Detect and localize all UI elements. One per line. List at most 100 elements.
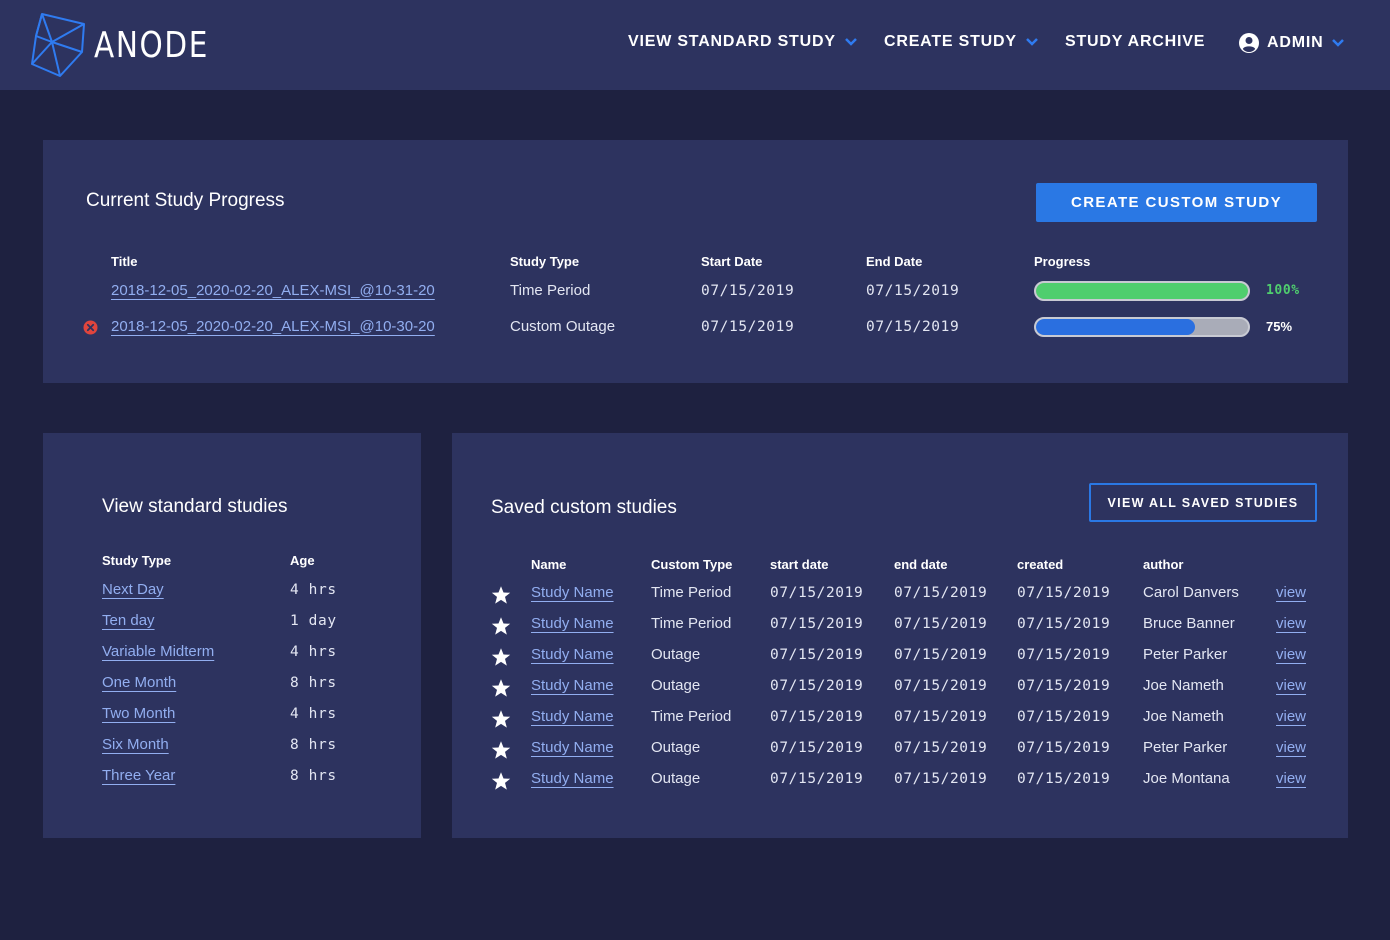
nav-view-standard-study-label: VIEW STANDARD STUDY <box>628 33 836 50</box>
standard-study-age: 4 hrs <box>290 706 337 722</box>
col-header-end-date: End Date <box>866 254 923 269</box>
col-header-created: created <box>1017 557 1064 572</box>
standard-study-link[interactable]: Two Month <box>102 705 176 722</box>
start-date: 07/15/2019 <box>701 319 795 335</box>
study-title-link[interactable]: 2018-12-05_2020-02-20_ALEX-MSI_@10-30-20 <box>111 318 435 335</box>
saved-study-custom-type: Outage <box>651 739 701 756</box>
saved-study-created: 07/15/2019 <box>1017 709 1111 725</box>
nav-create-study-label: CREATE STUDY <box>884 33 1017 50</box>
saved-study-name-link[interactable]: Study Name <box>531 708 614 725</box>
top-header: ANODE VIEW STANDARD STUDY CREATE STUDY S… <box>0 0 1390 90</box>
view-link[interactable]: view <box>1276 646 1307 663</box>
create-custom-study-button[interactable]: CREATE CUSTOM STUDY <box>1036 183 1317 222</box>
chevron-down-icon <box>1025 38 1038 46</box>
saved-study-created: 07/15/2019 <box>1017 616 1111 632</box>
nav-admin-label: ADMIN <box>1267 34 1324 51</box>
saved-study-author: Carol Danvers <box>1143 584 1239 601</box>
star-icon[interactable] <box>491 647 511 667</box>
main-nav: VIEW STANDARD STUDY CREATE STUDY STUDY A… <box>0 33 1390 57</box>
standard-study-age: 4 hrs <box>290 644 337 660</box>
saved-study-end-date: 07/15/2019 <box>894 585 988 601</box>
col-header-age: Age <box>290 553 315 568</box>
logo-text: ANODE <box>94 24 210 66</box>
view-link[interactable]: view <box>1276 584 1307 601</box>
view-all-saved-studies-button[interactable]: VIEW ALL SAVED STUDIES <box>1089 483 1317 522</box>
view-link[interactable]: view <box>1276 708 1307 725</box>
saved-study-created: 07/15/2019 <box>1017 771 1111 787</box>
nav-view-standard-study[interactable]: VIEW STANDARD STUDY <box>628 33 858 51</box>
start-date: 07/15/2019 <box>701 283 795 299</box>
col-header-custom-type: Custom Type <box>651 557 733 572</box>
saved-study-author: Joe Montana <box>1143 770 1230 787</box>
saved-study-start-date: 07/15/2019 <box>770 709 864 725</box>
saved-study-created: 07/15/2019 <box>1017 740 1111 756</box>
saved-study-end-date: 07/15/2019 <box>894 740 988 756</box>
end-date: 07/15/2019 <box>866 319 960 335</box>
saved-study-name-link[interactable]: Study Name <box>531 770 614 787</box>
star-icon[interactable] <box>491 585 511 605</box>
logo[interactable]: ANODE <box>30 12 234 78</box>
saved-study-author: Joe Nameth <box>1143 677 1224 694</box>
view-link[interactable]: view <box>1276 739 1307 756</box>
progress-bar-fill <box>1036 319 1195 335</box>
col-header-progress: Progress <box>1034 254 1091 269</box>
saved-study-start-date: 07/15/2019 <box>770 771 864 787</box>
chevron-down-icon <box>844 38 857 46</box>
saved-study-name-link[interactable]: Study Name <box>531 677 614 694</box>
saved-study-start-date: 07/15/2019 <box>770 740 864 756</box>
nav-admin[interactable]: ADMIN <box>1239 33 1345 53</box>
standard-study-age: 1 day <box>290 613 337 629</box>
col-header-start-date: Start Date <box>701 254 763 269</box>
col-header-start-date: start date <box>770 557 829 572</box>
saved-study-start-date: 07/15/2019 <box>770 585 864 601</box>
study-title-link[interactable]: 2018-12-05_2020-02-20_ALEX-MSI_@10-31-20 <box>111 282 435 299</box>
view-link[interactable]: view <box>1276 770 1307 787</box>
standard-study-link[interactable]: Three Year <box>102 767 176 784</box>
star-icon[interactable] <box>491 678 511 698</box>
standard-study-age: 8 hrs <box>290 675 337 691</box>
saved-study-name-link[interactable]: Study Name <box>531 646 614 663</box>
standard-study-age: 8 hrs <box>290 768 337 784</box>
standard-study-link[interactable]: Next Day <box>102 581 164 598</box>
view-link[interactable]: view <box>1276 615 1307 632</box>
star-icon[interactable] <box>491 740 511 760</box>
standard-study-link[interactable]: Variable Midterm <box>102 643 215 660</box>
error-icon[interactable] <box>83 320 98 335</box>
saved-study-custom-type: Outage <box>651 677 701 694</box>
end-date: 07/15/2019 <box>866 283 960 299</box>
col-header-title: Title <box>111 254 138 269</box>
col-header-study-type: Study Type <box>102 553 172 568</box>
star-icon[interactable] <box>491 771 511 791</box>
nav-study-archive[interactable]: STUDY ARCHIVE <box>1065 33 1205 51</box>
saved-study-name-link[interactable]: Study Name <box>531 615 614 632</box>
study-type: Custom Outage <box>510 318 616 335</box>
saved-study-custom-type: Outage <box>651 646 701 663</box>
saved-study-name-link[interactable]: Study Name <box>531 739 614 756</box>
anode-logo-icon <box>31 13 85 77</box>
saved-studies-panel <box>452 433 1348 838</box>
saved-study-start-date: 07/15/2019 <box>770 647 864 663</box>
saved-study-created: 07/15/2019 <box>1017 585 1111 601</box>
star-icon[interactable] <box>491 709 511 729</box>
saved-study-end-date: 07/15/2019 <box>894 771 988 787</box>
standard-study-link[interactable]: One Month <box>102 674 177 691</box>
saved-study-custom-type: Time Period <box>651 708 732 725</box>
progress-percent: 100% <box>1266 283 1300 298</box>
saved-study-start-date: 07/15/2019 <box>770 678 864 694</box>
saved-study-end-date: 07/15/2019 <box>894 709 988 725</box>
nav-create-study[interactable]: CREATE STUDY <box>884 33 1039 51</box>
saved-studies-title: Saved custom studies <box>491 497 677 518</box>
chevron-down-icon <box>1332 39 1345 47</box>
star-icon[interactable] <box>491 616 511 636</box>
standard-study-age: 4 hrs <box>290 582 337 598</box>
standard-study-link[interactable]: Six Month <box>102 736 169 753</box>
saved-study-custom-type: Time Period <box>651 584 732 601</box>
col-header-author: author <box>1143 557 1184 572</box>
saved-study-end-date: 07/15/2019 <box>894 616 988 632</box>
standard-study-link[interactable]: Ten day <box>102 612 155 629</box>
col-header-study-type: Study Type <box>510 254 580 269</box>
saved-study-custom-type: Outage <box>651 770 701 787</box>
saved-study-name-link[interactable]: Study Name <box>531 584 614 601</box>
saved-study-created: 07/15/2019 <box>1017 647 1111 663</box>
view-link[interactable]: view <box>1276 677 1307 694</box>
